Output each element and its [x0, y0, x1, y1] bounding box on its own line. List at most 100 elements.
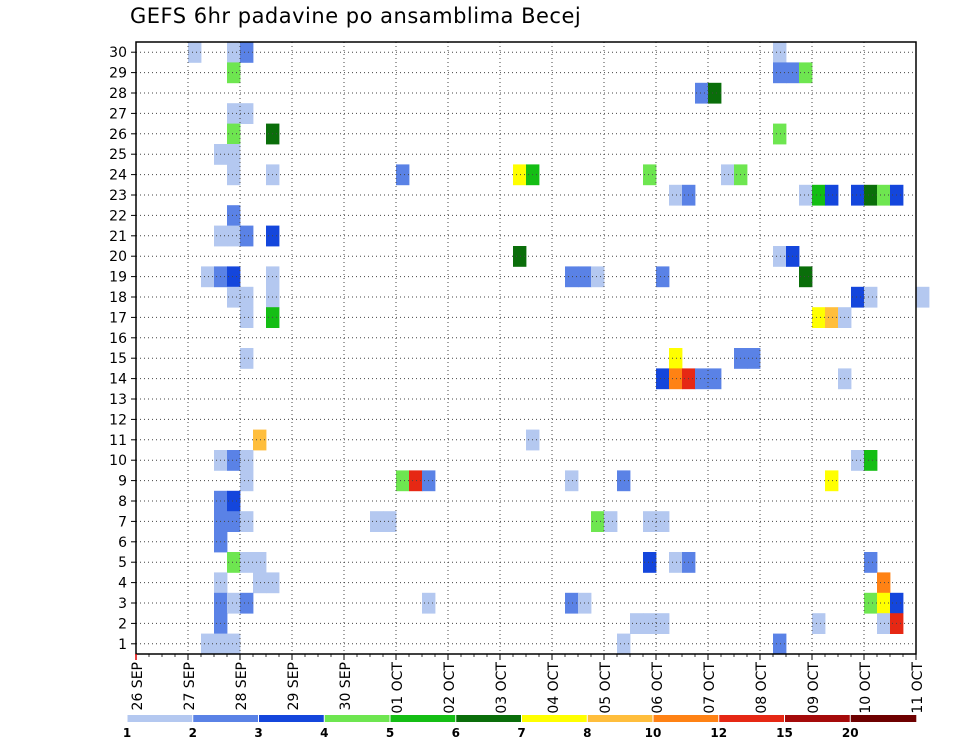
colorbar-label: 12 [710, 726, 727, 740]
precip-cell [773, 62, 787, 84]
precip-cell [773, 246, 787, 267]
precip-cell [825, 470, 839, 492]
precip-cell [851, 450, 865, 471]
precip-cell [695, 368, 709, 390]
precip-cell [916, 286, 930, 308]
colorbar-swatch [653, 715, 720, 722]
precip-cell [747, 348, 761, 369]
y-tick-label: 20 [109, 249, 127, 265]
x-tick-label: 11 OCT [910, 662, 926, 714]
x-tick-label: 02 OCT [442, 662, 458, 714]
precip-cell [188, 42, 202, 63]
precip-cell [643, 511, 657, 532]
colorbar-swatch [324, 715, 391, 722]
precip-cell [591, 511, 605, 532]
y-tick-label: 27 [109, 106, 127, 122]
precip-cell [864, 552, 878, 573]
colorbar-swatch [192, 715, 259, 722]
precip-cell [240, 286, 254, 308]
precip-cell [617, 633, 631, 655]
y-tick-label: 3 [118, 596, 127, 612]
precip-cell [591, 266, 605, 288]
precip-cell [669, 348, 683, 369]
y-tick-label: 11 [109, 433, 127, 449]
x-tick-label: 27 SEP [182, 662, 198, 710]
precip-cell [240, 225, 254, 247]
chart-title: GEFS 6hr padavine po ansamblima Becej [130, 4, 582, 28]
colorbar-label: 4 [320, 726, 328, 740]
precip-cell [656, 368, 670, 390]
precip-cell [825, 184, 839, 206]
precip-cell [513, 164, 527, 186]
y-tick-label: 22 [109, 208, 127, 224]
y-tick-label: 7 [118, 514, 127, 530]
y-tick-label: 21 [109, 229, 127, 245]
precip-cell [227, 205, 241, 226]
precip-cell [240, 511, 254, 532]
precip-cell [396, 470, 410, 492]
precip-cell [227, 225, 241, 247]
precip-cell [565, 592, 579, 614]
precip-cell [604, 511, 618, 532]
y-tick-label: 19 [109, 270, 127, 286]
precip-cell [227, 490, 241, 512]
colorbar-label: 10 [645, 726, 662, 740]
x-tick-label: 28 SEP [234, 662, 250, 710]
x-tick-label: 10 OCT [858, 662, 874, 714]
plot-frame [135, 41, 917, 655]
precip-cell [227, 123, 241, 145]
precip-cell [513, 246, 527, 267]
precip-cell [240, 348, 254, 369]
x-tick-label: 09 OCT [806, 662, 822, 714]
precip-cell [812, 613, 826, 634]
precip-cell [656, 266, 670, 288]
precip-cell [240, 307, 254, 328]
precip-cell [643, 613, 657, 634]
precip-cell [877, 613, 891, 634]
precip-cell [617, 470, 631, 492]
precip-cell [708, 368, 722, 390]
y-tick-label: 8 [118, 494, 127, 510]
colorbar-label: 5 [386, 726, 394, 740]
precip-cell [799, 62, 813, 84]
precip-cell [812, 184, 826, 206]
precip-cell [227, 511, 241, 532]
precip-cell [708, 82, 722, 104]
precip-cell [227, 103, 241, 124]
precip-cell [864, 286, 878, 308]
precip-cell [864, 592, 878, 614]
precip-cell [253, 572, 267, 594]
precip-cell [643, 552, 657, 573]
precip-cell [877, 184, 891, 206]
colorbar-label: 3 [254, 726, 262, 740]
precip-cell [383, 511, 397, 532]
precip-cell [669, 368, 683, 390]
x-tick-label: 06 OCT [650, 662, 666, 714]
precip-cell [669, 184, 683, 206]
colorbar-swatch [390, 715, 457, 722]
precip-cell [695, 82, 709, 104]
y-tick-label: 15 [109, 351, 127, 367]
precip-cell [227, 552, 241, 573]
colorbar-swatch [784, 715, 851, 722]
x-tick-label: 01 OCT [390, 662, 406, 714]
precip-cell [851, 286, 865, 308]
y-tick-label: 25 [109, 147, 127, 163]
precip-cell [643, 164, 657, 186]
y-tick-label: 28 [109, 86, 127, 102]
y-tick-label: 23 [109, 188, 127, 204]
y-tick-label: 2 [118, 616, 127, 632]
precip-cell [227, 633, 241, 655]
y-tick-label: 6 [118, 535, 127, 551]
colorbar-label: 6 [452, 726, 460, 740]
precip-cell [240, 103, 254, 124]
colorbar-label: 2 [189, 726, 197, 740]
y-tick-label: 18 [109, 290, 127, 306]
y-tick-label: 30 [109, 45, 127, 61]
y-tick-label: 14 [109, 372, 127, 388]
precip-cell [227, 42, 241, 63]
precip-cell [851, 184, 865, 206]
precip-cell [864, 450, 878, 471]
precip-cell [773, 42, 787, 63]
